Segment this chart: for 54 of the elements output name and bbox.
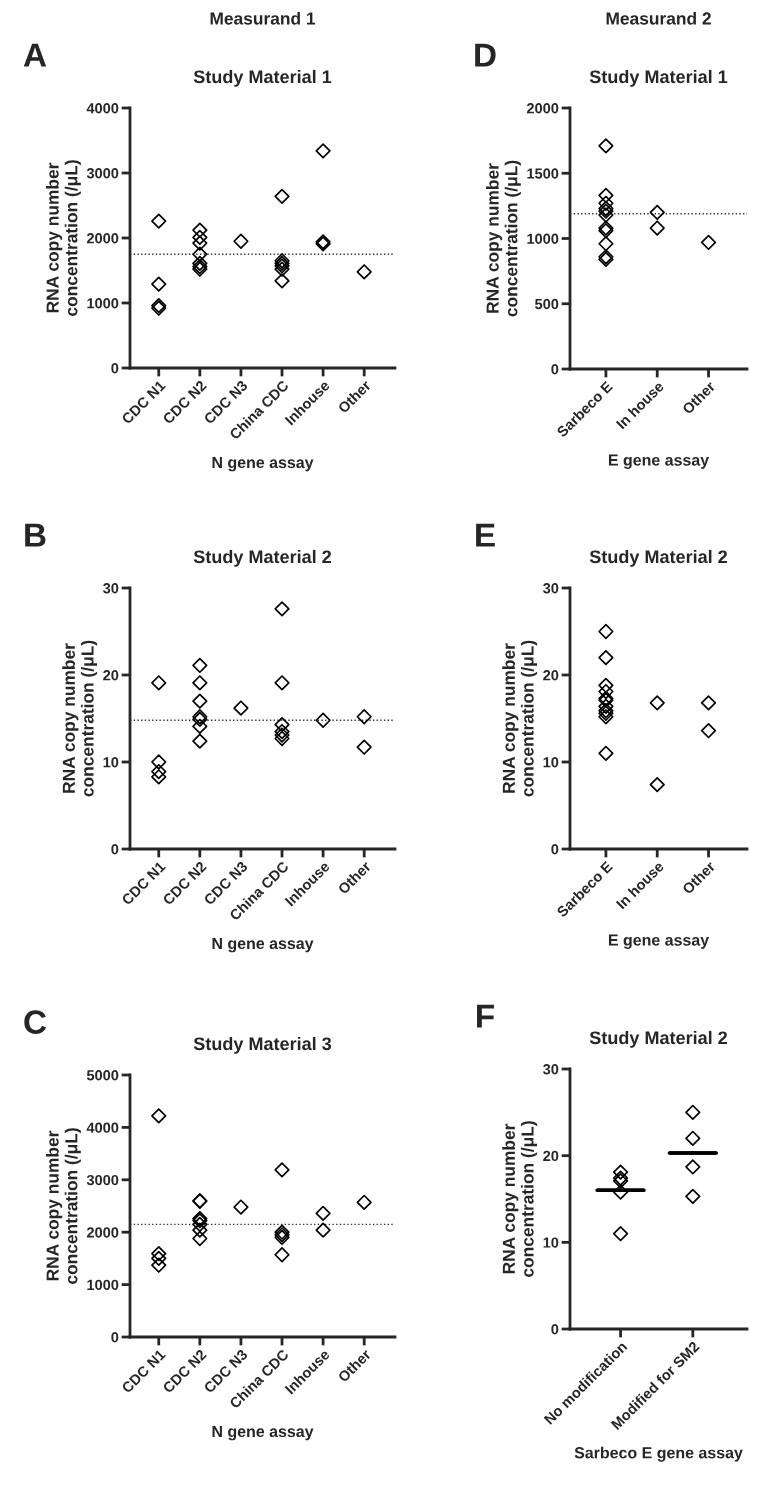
- text: Measurand 2: [606, 11, 711, 25]
- chart-title: Study Material 1: [589, 69, 728, 87]
- chart-title: Study Material 2: [193, 549, 332, 567]
- chart-title: Study Material 3: [193, 1036, 332, 1054]
- y-axis-title: RNA copy number concentration (/μL): [62, 640, 98, 797]
- y-tick-label: 1000: [527, 233, 559, 244]
- x-axis-title: N gene assay: [212, 456, 314, 472]
- y-tick-label: 5000: [86, 1070, 119, 1081]
- y-tick-label: 2000: [86, 233, 119, 244]
- text: F: [477, 1004, 494, 1028]
- y-tick-label: 20: [543, 670, 559, 681]
- y-tick-label: 0: [111, 363, 119, 374]
- y-axis-title: RNA copy number concentration (/μL): [486, 160, 521, 317]
- y-tick-label: 30: [543, 583, 559, 594]
- y-tick-label: 20: [543, 1150, 559, 1162]
- y-tick-label: 3000: [86, 1174, 119, 1186]
- y-tick-label: 10: [543, 757, 559, 768]
- y-tick-label: 0: [111, 844, 119, 855]
- x-axis-title: Sarbeco E gene assay: [574, 1446, 743, 1462]
- x-axis-title: E gene assay: [608, 934, 710, 949]
- y-tick-label: 0: [551, 364, 559, 375]
- chart-title: Study Material 2: [589, 549, 728, 567]
- x-axis-title: N gene assay: [212, 937, 314, 953]
- y-axis-title: RNA copy number concentration (/μL): [46, 160, 81, 316]
- y-axis-title: RNA copy number concentration (/μL): [502, 640, 538, 797]
- y-tick-label: 10: [543, 1237, 559, 1248]
- text: A: [23, 43, 47, 67]
- text: D: [475, 43, 496, 67]
- y-tick-label: 1000: [87, 298, 119, 309]
- y-tick-label: 10: [103, 757, 119, 768]
- chart-title: Study Material 1: [193, 69, 332, 87]
- y-tick-label: 1000: [87, 1279, 119, 1291]
- y-tick-label: 0: [551, 844, 559, 855]
- x-axis-title: E gene assay: [608, 454, 710, 469]
- y-tick-label: 0: [551, 1324, 559, 1335]
- y-tick-label: 30: [103, 583, 119, 594]
- y-tick-label: 500: [535, 298, 559, 310]
- text: B: [25, 523, 46, 547]
- y-tick-label: 2000: [86, 1227, 119, 1238]
- y-tick-label: 0: [111, 1332, 119, 1343]
- text: E: [476, 523, 495, 547]
- y-tick-label: 20: [103, 670, 119, 681]
- y-tick-label: 4000: [86, 1122, 119, 1133]
- y-axis-title: RNA copy number concentration (/μL): [46, 1128, 81, 1284]
- y-tick-label: 1500: [527, 168, 559, 179]
- y-tick-label: 30: [543, 1064, 559, 1075]
- text: Measurand 1: [210, 11, 316, 25]
- text: C: [24, 1010, 47, 1034]
- y-tick-label: 4000: [86, 103, 119, 114]
- y-axis-title: RNA copy number concentration (/μL): [502, 1121, 538, 1277]
- x-axis-title: N gene assay: [212, 1425, 314, 1441]
- chart-title: Study Material 2: [589, 1030, 728, 1048]
- y-tick-label: 3000: [86, 168, 119, 179]
- y-tick-label: 2000: [526, 103, 559, 114]
